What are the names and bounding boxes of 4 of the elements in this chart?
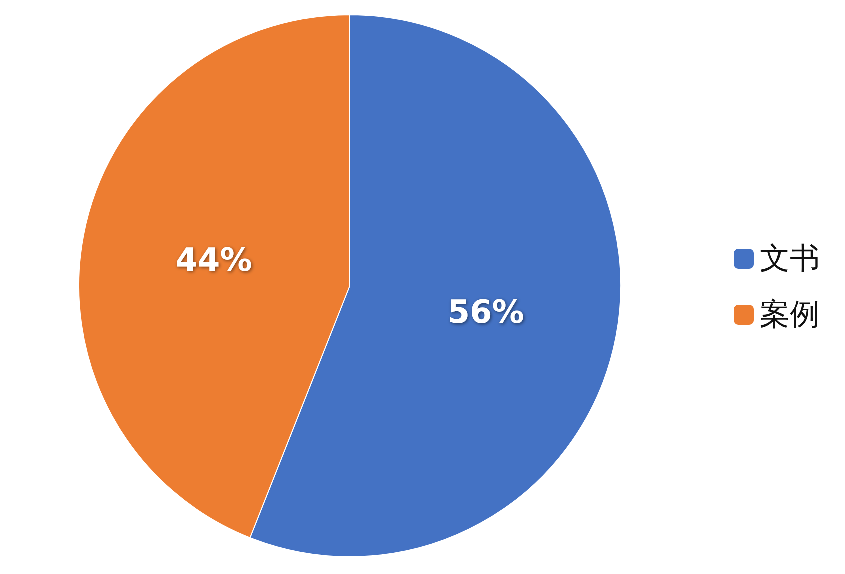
data-label: 44%: [176, 241, 252, 280]
legend-label: 文书: [760, 242, 820, 276]
legend-label: 案例: [760, 298, 820, 332]
data-label: 56%: [448, 292, 524, 331]
